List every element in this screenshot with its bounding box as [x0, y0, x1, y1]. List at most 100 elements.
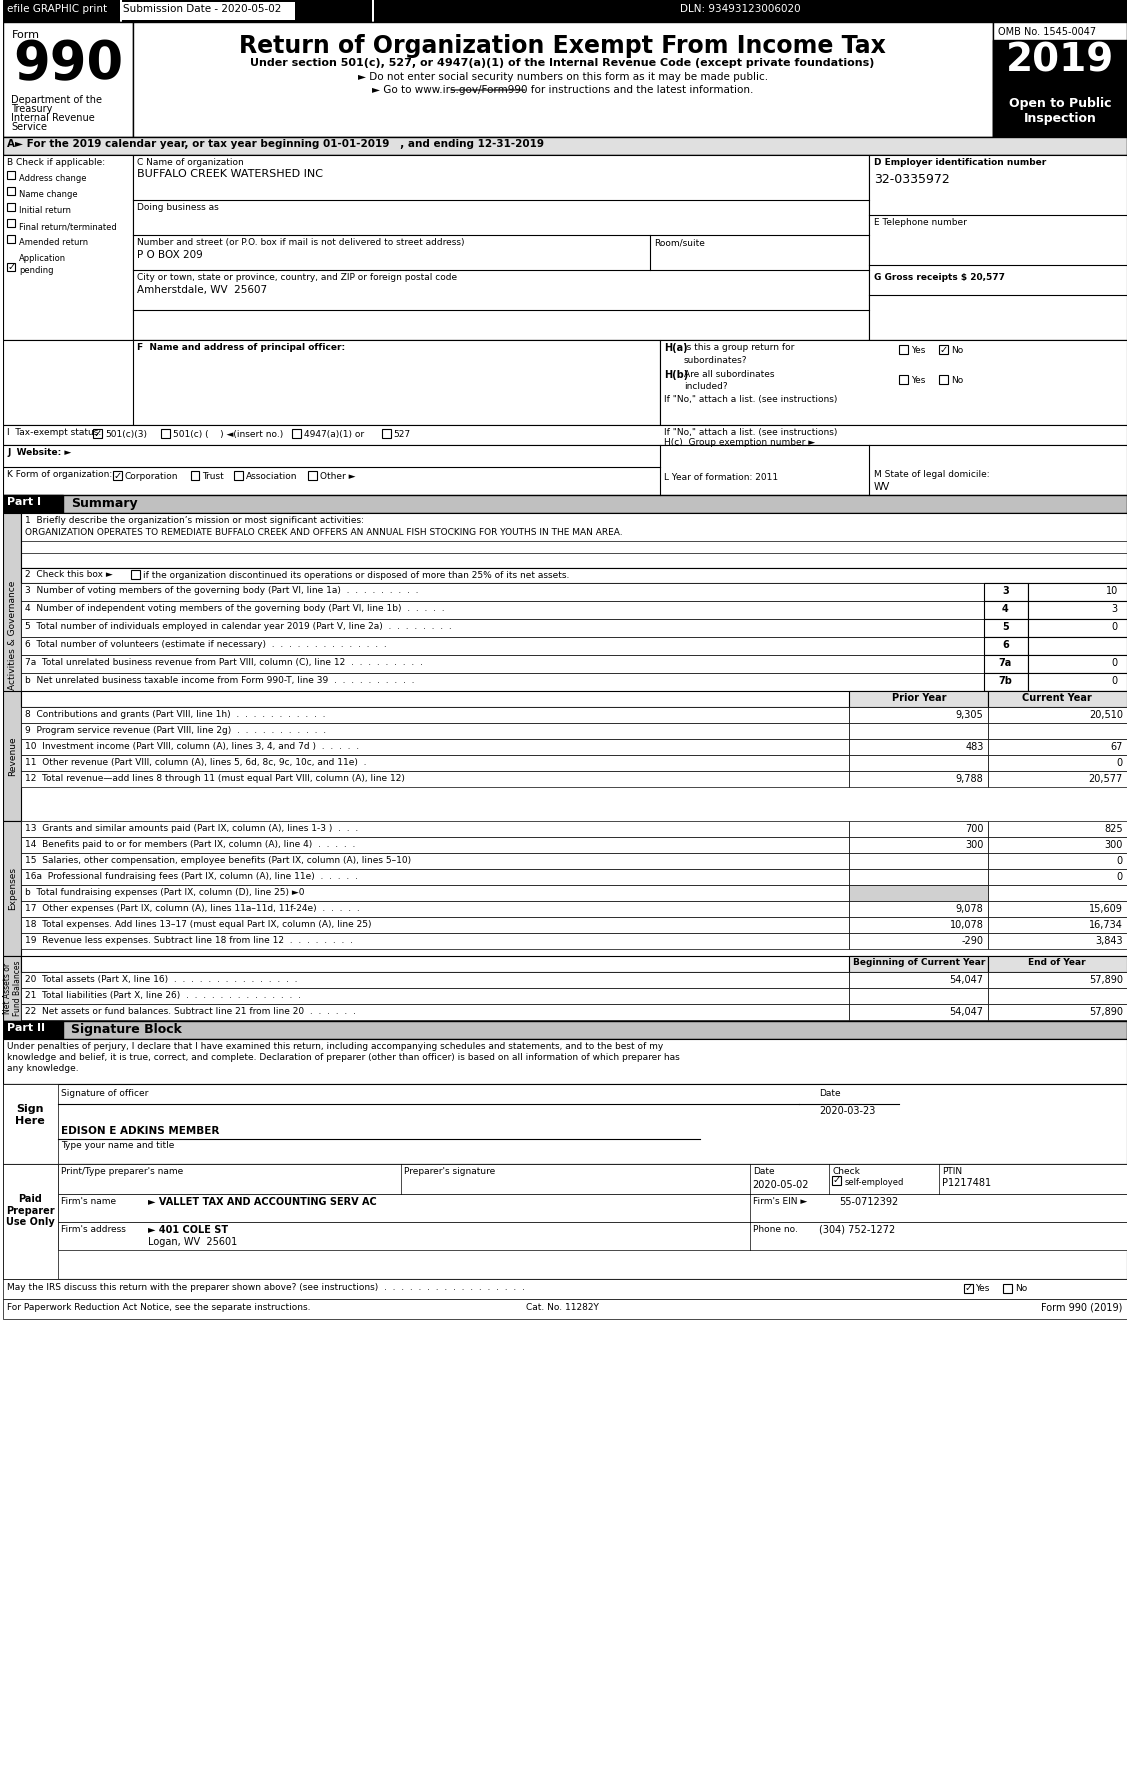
Bar: [21, 638, 983, 656]
Bar: [1029, 584, 1127, 602]
Text: 9  Program service revenue (Part VIII, line 2g)  .  .  .  .  .  .  .  .  .  .  .: 9 Program service revenue (Part VIII, li…: [25, 725, 326, 734]
Bar: [371, 0, 374, 21]
Text: No: No: [1015, 1284, 1027, 1293]
Text: 10  Investment income (Part VIII, column (A), lines 3, 4, and 7d )  .  .  .  .  : 10 Investment income (Part VIII, column …: [25, 741, 359, 750]
Bar: [21, 584, 983, 602]
Bar: [235, 471, 243, 480]
Bar: [21, 512, 1127, 568]
Text: 483: 483: [965, 741, 983, 752]
Bar: [849, 820, 989, 836]
Text: ✓: ✓: [113, 471, 122, 480]
Bar: [832, 1177, 841, 1186]
Bar: [994, 91, 1127, 136]
Bar: [3, 820, 21, 956]
Bar: [3, 1084, 1127, 1164]
Text: Activities & Governance: Activities & Governance: [8, 580, 17, 690]
Bar: [989, 901, 1127, 917]
Text: H(b): H(b): [664, 371, 689, 380]
Bar: [849, 691, 989, 707]
Bar: [21, 933, 849, 949]
Bar: [989, 869, 1127, 885]
Text: 2020-03-23: 2020-03-23: [820, 1107, 876, 1116]
Bar: [21, 673, 983, 691]
Text: included?: included?: [684, 381, 728, 390]
Bar: [21, 885, 849, 901]
Bar: [989, 1005, 1127, 1021]
Text: Phone no.: Phone no.: [753, 1225, 797, 1234]
Bar: [8, 263, 16, 270]
Bar: [292, 430, 301, 439]
Bar: [3, 136, 1127, 156]
Bar: [989, 756, 1127, 770]
Bar: [1029, 656, 1127, 673]
Text: 10: 10: [1105, 586, 1118, 596]
Bar: [849, 885, 989, 901]
Text: Expenses: Expenses: [8, 867, 17, 910]
Text: 3: 3: [1112, 604, 1118, 614]
Text: 32-0335972: 32-0335972: [874, 174, 949, 186]
Text: For Paperwork Reduction Act Notice, see the separate instructions.: For Paperwork Reduction Act Notice, see …: [8, 1304, 310, 1313]
Bar: [989, 836, 1127, 853]
Text: 0: 0: [1112, 621, 1118, 632]
Bar: [21, 568, 1127, 584]
Text: Net Assets or
Fund Balances: Net Assets or Fund Balances: [2, 960, 23, 1015]
Text: D Employer identification number: D Employer identification number: [874, 158, 1047, 167]
Text: Revenue: Revenue: [8, 736, 17, 776]
Text: 15,609: 15,609: [1089, 904, 1123, 913]
Text: Open to Public: Open to Public: [1009, 97, 1111, 109]
Text: ORGANIZATION OPERATES TO REMEDIATE BUFFALO CREEK AND OFFERS AN ANNUAL FISH STOCK: ORGANIZATION OPERATES TO REMEDIATE BUFFA…: [25, 528, 623, 537]
Text: Type your name and title: Type your name and title: [61, 1141, 175, 1150]
Text: H(a): H(a): [664, 344, 688, 353]
Text: 300: 300: [1104, 840, 1123, 851]
Bar: [3, 494, 1127, 512]
Text: 13  Grants and similar amounts paid (Part IX, column (A), lines 1-3 )  .  .  .: 13 Grants and similar amounts paid (Part…: [25, 824, 359, 833]
Text: 6  Total number of volunteers (estimate if necessary)  .  .  .  .  .  .  .  .  .: 6 Total number of volunteers (estimate i…: [25, 639, 387, 648]
Bar: [849, 973, 989, 989]
Text: Under penalties of perjury, I declare that I have examined this return, includin: Under penalties of perjury, I declare th…: [8, 1042, 664, 1051]
Bar: [994, 39, 1127, 91]
Text: Name change: Name change: [19, 190, 78, 199]
Bar: [989, 724, 1127, 740]
Bar: [1029, 673, 1127, 691]
Bar: [3, 1298, 1127, 1318]
Text: I  Tax-exempt status:: I Tax-exempt status:: [8, 428, 102, 437]
Text: 3: 3: [1003, 586, 1009, 596]
Bar: [989, 956, 1127, 973]
Text: Part II: Part II: [8, 1023, 45, 1033]
Bar: [59, 1221, 1127, 1250]
Bar: [964, 1284, 972, 1293]
Bar: [120, 0, 122, 21]
Bar: [3, 1039, 1127, 1084]
Text: Firm's address: Firm's address: [61, 1225, 126, 1234]
Bar: [983, 602, 1029, 620]
Text: Paid
Preparer
Use Only: Paid Preparer Use Only: [6, 1195, 54, 1227]
Text: 11  Other revenue (Part VIII, column (A), lines 5, 6d, 8c, 9c, 10c, and 11e)  .: 11 Other revenue (Part VIII, column (A),…: [25, 758, 367, 767]
Text: Return of Organization Exempt From Income Tax: Return of Organization Exempt From Incom…: [239, 34, 886, 57]
Text: 5  Total number of individuals employed in calendar year 2019 (Part V, line 2a) : 5 Total number of individuals employed i…: [25, 621, 452, 630]
Text: -290: -290: [962, 937, 983, 946]
Text: 527: 527: [394, 430, 411, 439]
Bar: [3, 1279, 1127, 1298]
Text: Current Year: Current Year: [1022, 693, 1092, 704]
Bar: [3, 956, 21, 1021]
Text: 57,890: 57,890: [1088, 1007, 1123, 1017]
Bar: [938, 374, 947, 383]
Text: ✓: ✓: [964, 1284, 972, 1293]
Bar: [849, 989, 989, 1005]
Text: Beginning of Current Year: Beginning of Current Year: [852, 958, 984, 967]
Text: Logan, WV  25601: Logan, WV 25601: [148, 1238, 237, 1247]
Text: Doing business as: Doing business as: [137, 202, 219, 211]
Text: ✓: ✓: [939, 344, 947, 355]
Text: M State of legal domicile:: M State of legal domicile:: [874, 469, 990, 478]
Text: ✓: ✓: [94, 428, 102, 439]
Bar: [3, 691, 21, 820]
Text: Service: Service: [11, 122, 47, 133]
Bar: [849, 836, 989, 853]
Text: 300: 300: [965, 840, 983, 851]
Bar: [3, 1021, 1127, 1039]
Bar: [849, 956, 989, 973]
Bar: [93, 430, 102, 439]
Text: 0: 0: [1112, 675, 1118, 686]
Text: Address change: Address change: [19, 174, 87, 183]
Text: 6: 6: [1003, 639, 1009, 650]
